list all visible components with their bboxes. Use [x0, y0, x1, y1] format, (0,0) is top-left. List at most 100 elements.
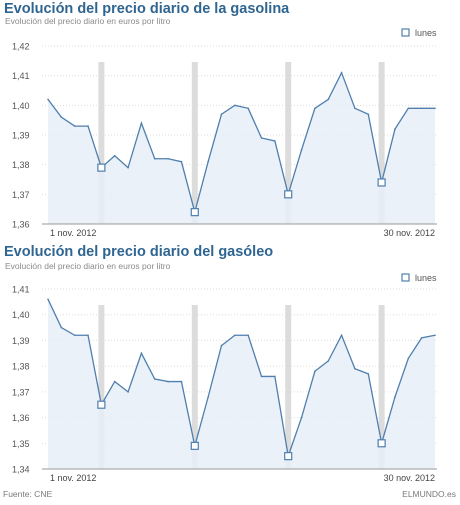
- monday-marker: [190, 208, 199, 217]
- data-point: [394, 396, 396, 398]
- monday-marker: [97, 400, 106, 409]
- data-point: [113, 154, 116, 157]
- monday-marker: [97, 163, 106, 172]
- data-point: [260, 375, 263, 378]
- data-point: [153, 378, 156, 380]
- y-tick-label: 1,38: [12, 160, 30, 170]
- y-tick-label: 1,38: [12, 362, 30, 372]
- x-tick-label: 1 nov. 2012: [50, 473, 96, 483]
- data-point: [420, 337, 423, 339]
- monday-marker: [284, 190, 293, 199]
- monday-band: [98, 62, 105, 224]
- monday-band: [285, 62, 292, 224]
- data-point: [207, 160, 209, 163]
- source-note: Fuente: CNE: [3, 489, 53, 499]
- monday-band: [191, 305, 198, 469]
- monday-band: [378, 62, 385, 224]
- data-point: [434, 334, 436, 337]
- data-point: [340, 334, 343, 337]
- y-tick-label: 1,37: [12, 387, 30, 397]
- monday-marker: [377, 178, 386, 187]
- monday-marker: [377, 439, 386, 448]
- data-point: [234, 104, 236, 107]
- monday-band: [285, 305, 292, 469]
- data-point: [140, 122, 143, 124]
- x-tick-label: 30 nov. 2012: [384, 228, 435, 238]
- legend-swatch: [401, 273, 410, 282]
- data-point: [260, 137, 263, 139]
- y-tick-label: 1,35: [12, 439, 30, 449]
- monday-marker: [284, 452, 293, 461]
- legend-swatch: [401, 28, 410, 37]
- data-point: [60, 326, 63, 329]
- data-point: [73, 125, 76, 127]
- series-area: [48, 72, 435, 224]
- data-point: [47, 298, 49, 301]
- series-line: [47, 71, 435, 215]
- data-point: [220, 344, 223, 347]
- data-point: [47, 98, 49, 101]
- x-tick-label: 1 nov. 2012: [50, 228, 96, 238]
- y-tick-label: 1,40: [12, 101, 30, 111]
- data-point: [87, 334, 89, 337]
- data-point: [354, 367, 356, 370]
- y-tick-label: 1,36: [12, 220, 30, 230]
- data-point: [327, 360, 330, 362]
- data-point: [247, 334, 249, 337]
- data-point: [327, 98, 330, 101]
- data-point: [314, 107, 316, 110]
- data-point: [60, 116, 63, 118]
- data-point: [73, 334, 76, 337]
- chart-subtitle: Evolución del precio diario en euros por…: [5, 16, 171, 26]
- data-point: [407, 107, 410, 110]
- data-point: [87, 125, 89, 127]
- y-tick-label: 1,36: [12, 413, 30, 423]
- y-tick-label: 1,42: [12, 42, 30, 52]
- chart-title: Evolución del precio diario del gasóleo: [4, 244, 274, 260]
- legend-label: lunes: [415, 28, 437, 38]
- data-point: [354, 107, 356, 110]
- gasoleo-plot: 1,41 1,40 1,39 1,38 1,37 1,36 1,35 1,34 1 nov. 2…: [12, 273, 437, 483]
- gasolina-plot: 1,42 1,41 1,40 1,39 1,38 1,37 1,36 1 nov. 2012 3…: [12, 28, 437, 238]
- data-point: [367, 373, 370, 375]
- data-point: [394, 128, 396, 130]
- data-point: [167, 380, 169, 383]
- data-point: [207, 396, 209, 398]
- data-point: [127, 166, 129, 169]
- data-point: [300, 416, 303, 419]
- data-point: [153, 157, 156, 160]
- y-tick-label: 1,39: [12, 131, 30, 141]
- y-tick-label: 1,40: [12, 310, 30, 320]
- data-point: [113, 380, 116, 383]
- brand-credit: ELMUNDO.es: [402, 489, 456, 499]
- monday-marker: [190, 441, 199, 450]
- gasolina-chart: Evolución del precio diario de la gasoli…: [0, 0, 460, 240]
- x-tick-label: 30 nov. 2012: [384, 473, 435, 483]
- data-point: [180, 380, 183, 383]
- data-point: [314, 370, 316, 373]
- data-point: [300, 149, 303, 151]
- data-point: [407, 357, 410, 360]
- series-area: [48, 299, 435, 469]
- chart-title: Evolución del precio diario de la gasoli…: [4, 1, 290, 17]
- y-tick-label: 1,41: [12, 285, 30, 295]
- gasoleo-chart: Evolución del precio diario del gasóleo …: [0, 244, 460, 489]
- y-tick-label: 1,34: [12, 465, 30, 475]
- data-point: [140, 352, 143, 355]
- data-point: [434, 107, 436, 110]
- y-tick-label: 1,37: [12, 190, 30, 200]
- chart-subtitle: Evolución del precio diario en euros por…: [5, 261, 171, 271]
- data-point: [180, 160, 183, 163]
- y-tick-label: 1,41: [12, 71, 30, 81]
- data-point: [167, 157, 169, 160]
- data-point: [274, 140, 276, 142]
- data-point: [247, 107, 249, 110]
- monday-band: [98, 305, 105, 469]
- data-point: [367, 113, 370, 116]
- legend-label: lunes: [415, 273, 437, 283]
- data-point: [340, 71, 343, 74]
- series-line: [47, 299, 436, 457]
- data-point: [420, 107, 423, 110]
- monday-band: [191, 62, 198, 224]
- data-point: [127, 391, 129, 393]
